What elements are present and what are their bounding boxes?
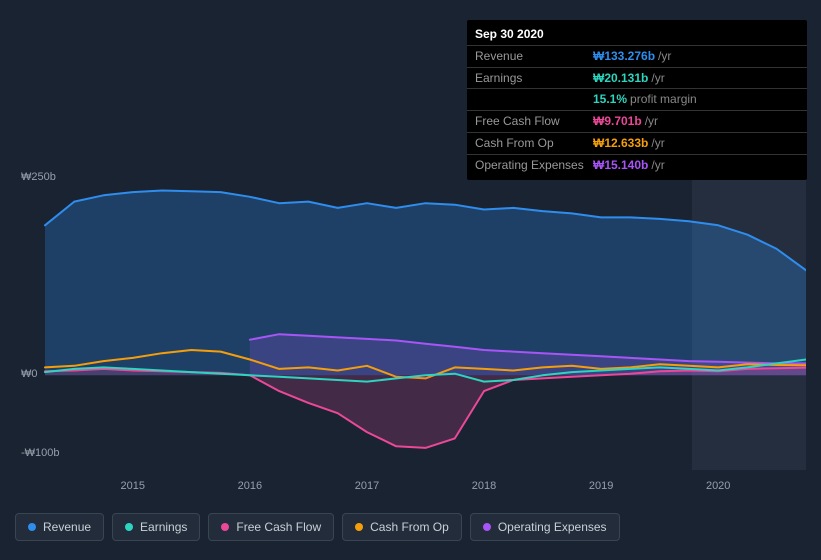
x-tick-label: 2020: [706, 480, 730, 492]
legend-item-fcf[interactable]: Free Cash Flow: [208, 513, 334, 541]
tooltip-label-margin: [475, 91, 593, 108]
legend-item-revenue[interactable]: Revenue: [15, 513, 104, 541]
legend-item-cfo[interactable]: Cash From Op: [342, 513, 462, 541]
legend-item-earnings[interactable]: Earnings: [112, 513, 200, 541]
x-tick-label: 2015: [121, 480, 145, 492]
tooltip-value-fcf: ₩9.701b/yr: [593, 113, 799, 130]
tooltip-value-revenue: ₩133.276b/yr: [593, 48, 799, 65]
x-tick-label: 2018: [472, 480, 496, 492]
tooltip-label-cfo: Cash From Op: [475, 135, 593, 152]
legend: Revenue Earnings Free Cash Flow Cash Fro…: [15, 513, 620, 541]
legend-dot-icon: [355, 523, 363, 531]
hover-tooltip: Sep 30 2020 Revenue ₩133.276b/yr Earning…: [467, 20, 807, 180]
x-tick-label: 2016: [238, 480, 262, 492]
tooltip-label-revenue: Revenue: [475, 48, 593, 65]
tooltip-value-margin: 15.1%profit margin: [593, 91, 799, 108]
legend-item-opex[interactable]: Operating Expenses: [470, 513, 620, 541]
legend-label: Cash From Op: [370, 520, 449, 534]
legend-label: Operating Expenses: [498, 520, 607, 534]
x-tick-label: 2019: [589, 480, 613, 492]
chart-svg: [15, 150, 806, 475]
tooltip-value-opex: ₩15.140b/yr: [593, 157, 799, 174]
x-tick-label: 2017: [355, 480, 379, 492]
legend-dot-icon: [221, 523, 229, 531]
legend-dot-icon: [28, 523, 36, 531]
legend-label: Earnings: [140, 520, 187, 534]
tooltip-label-opex: Operating Expenses: [475, 157, 593, 174]
tooltip-value-cfo: ₩12.633b/yr: [593, 135, 799, 152]
legend-label: Free Cash Flow: [236, 520, 321, 534]
legend-label: Revenue: [43, 520, 91, 534]
tooltip-label-fcf: Free Cash Flow: [475, 113, 593, 130]
x-axis-labels: 2015 2016 2017 2018 2019 2020: [15, 480, 806, 500]
legend-dot-icon: [125, 523, 133, 531]
chart-area[interactable]: ₩250b₩0-₩100b: [15, 150, 806, 500]
legend-dot-icon: [483, 523, 491, 531]
tooltip-date: Sep 30 2020: [475, 26, 544, 43]
tooltip-value-earnings: ₩20.131b/yr: [593, 70, 799, 87]
tooltip-label-earnings: Earnings: [475, 70, 593, 87]
